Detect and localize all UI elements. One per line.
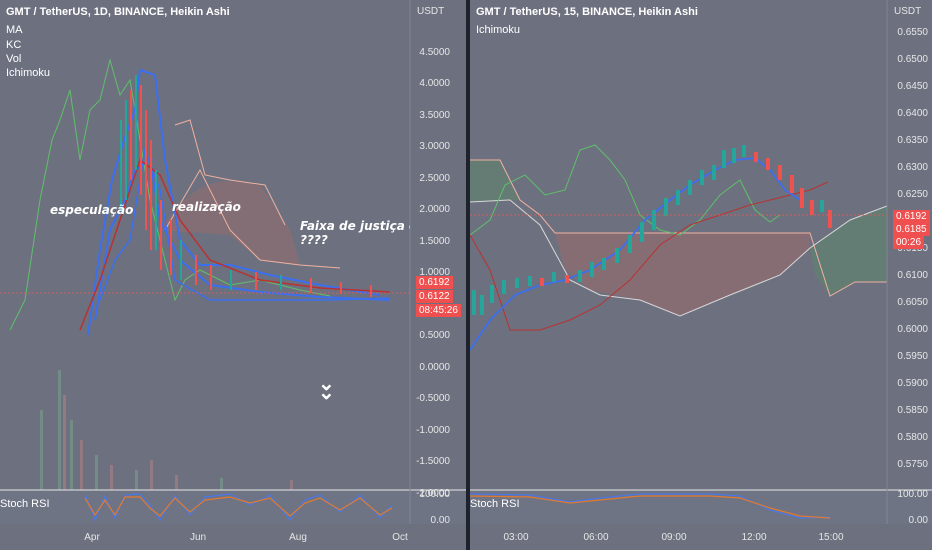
left-xtick: Apr — [84, 532, 100, 543]
right-chart-canvas[interactable] — [470, 0, 932, 550]
left-chart-pane[interactable]: GMT / TetherUS, 1D, BINANCE, Heikin Ashi… — [0, 0, 466, 550]
right-ytick: 0.5750 — [897, 459, 928, 470]
right-rsi-tick-100: 100.00 — [897, 489, 928, 500]
annotation-especulacao[interactable]: especulação — [50, 203, 134, 217]
right-xtick: 09:00 — [661, 532, 687, 543]
right-xtick: 03:00 — [503, 532, 529, 543]
right-ytick: 0.6250 — [897, 189, 928, 200]
right-ytick: 0.6100 — [897, 270, 928, 281]
right-ytick: 0.5950 — [897, 351, 928, 362]
left-axis-unit: USDT — [417, 6, 445, 17]
left-xtick: Oct — [392, 532, 408, 543]
indicator-kc[interactable]: KC — [6, 39, 22, 51]
left-ytick: -2.0000 — [416, 488, 450, 499]
annotation-realizacao[interactable]: realização — [172, 200, 241, 214]
right-line-price-badge: 0.6185 — [893, 223, 930, 236]
left-xtick: Aug — [289, 532, 307, 543]
right-ytick: 0.6450 — [897, 81, 928, 92]
left-xtick: Jun — [189, 532, 207, 543]
right-ytick: 0.5800 — [897, 432, 928, 443]
left-ytick: 1.0000 — [419, 267, 450, 278]
left-ytick: 4.0000 — [419, 78, 450, 89]
left-symbol-title[interactable]: GMT / TetherUS, 1D, BINANCE, Heikin Ashi — [6, 6, 230, 18]
right-chart-pane[interactable]: GMT / TetherUS, 15, BINANCE, Heikin Ashi… — [470, 0, 932, 550]
indicator-vol[interactable]: Vol — [6, 53, 22, 65]
indicator-ichimoku[interactable]: Ichimoku — [6, 67, 51, 79]
right-ytick: 0.6400 — [897, 108, 928, 119]
right-stoch-rsi-label[interactable]: Stoch RSI — [470, 498, 520, 510]
right-ytick: 0.6300 — [897, 162, 928, 173]
left-ytick: 2.0000 — [419, 204, 450, 215]
right-ytick: 0.5850 — [897, 405, 928, 416]
left-ytick: -0.5000 — [416, 393, 450, 404]
left-ytick: -1.0000 — [416, 425, 450, 436]
right-countdown-badge: 00:26 — [893, 236, 925, 249]
right-ytick: 0.6500 — [897, 54, 928, 65]
left-ytick: 3.5000 — [419, 110, 450, 121]
indicator-ma[interactable]: MA — [6, 24, 23, 36]
right-symbol-title[interactable]: GMT / TetherUS, 15, BINANCE, Heikin Ashi — [476, 6, 698, 18]
double-chevron-down-icon[interactable]: ⌄ ⌄ — [318, 373, 335, 404]
left-ytick: 0.5000 — [419, 330, 450, 341]
pane-divider[interactable] — [466, 0, 470, 550]
left-ytick: 0.0000 — [419, 362, 450, 373]
left-ma-price-badge: 0.6122 — [416, 290, 453, 303]
annotation-faixa-de-justica[interactable]: Faixa de justiça de — [300, 219, 410, 233]
left-rsi-tick-0: 0.00 — [430, 515, 450, 526]
annotation-question-marks[interactable]: ???? — [300, 233, 328, 247]
right-ytick: 0.6350 — [897, 135, 928, 146]
left-ytick: 3.0000 — [419, 141, 450, 152]
left-last-price-badge: 0.6192 — [416, 276, 453, 289]
left-countdown-badge: 08:45:26 — [416, 304, 461, 317]
left-rsi-tick-100: 100.00 — [419, 489, 450, 500]
right-xtick: 15:00 — [818, 532, 844, 543]
left-stoch-rsi-label[interactable]: Stoch RSI — [0, 498, 50, 510]
right-ytick: 0.6050 — [897, 297, 928, 308]
right-ytick: 0.5900 — [897, 378, 928, 389]
left-ytick: 4.5000 — [419, 47, 450, 58]
left-ytick: 1.5000 — [419, 236, 450, 247]
right-axis-unit: USDT — [894, 6, 922, 17]
right-ytick: 0.6550 — [897, 27, 928, 38]
right-xtick: 12:00 — [741, 532, 767, 543]
right-xtick: 06:00 — [583, 532, 609, 543]
left-chart-canvas[interactable] — [0, 0, 466, 550]
left-ytick: 2.5000 — [419, 173, 450, 184]
left-ytick: -1.5000 — [416, 456, 450, 467]
indicator-ichimoku-right[interactable]: Ichimoku — [476, 24, 521, 36]
right-rsi-tick-0: 0.00 — [908, 515, 928, 526]
right-ytick: 0.6000 — [897, 324, 928, 335]
right-last-price-badge: 0.6192 — [893, 210, 930, 223]
